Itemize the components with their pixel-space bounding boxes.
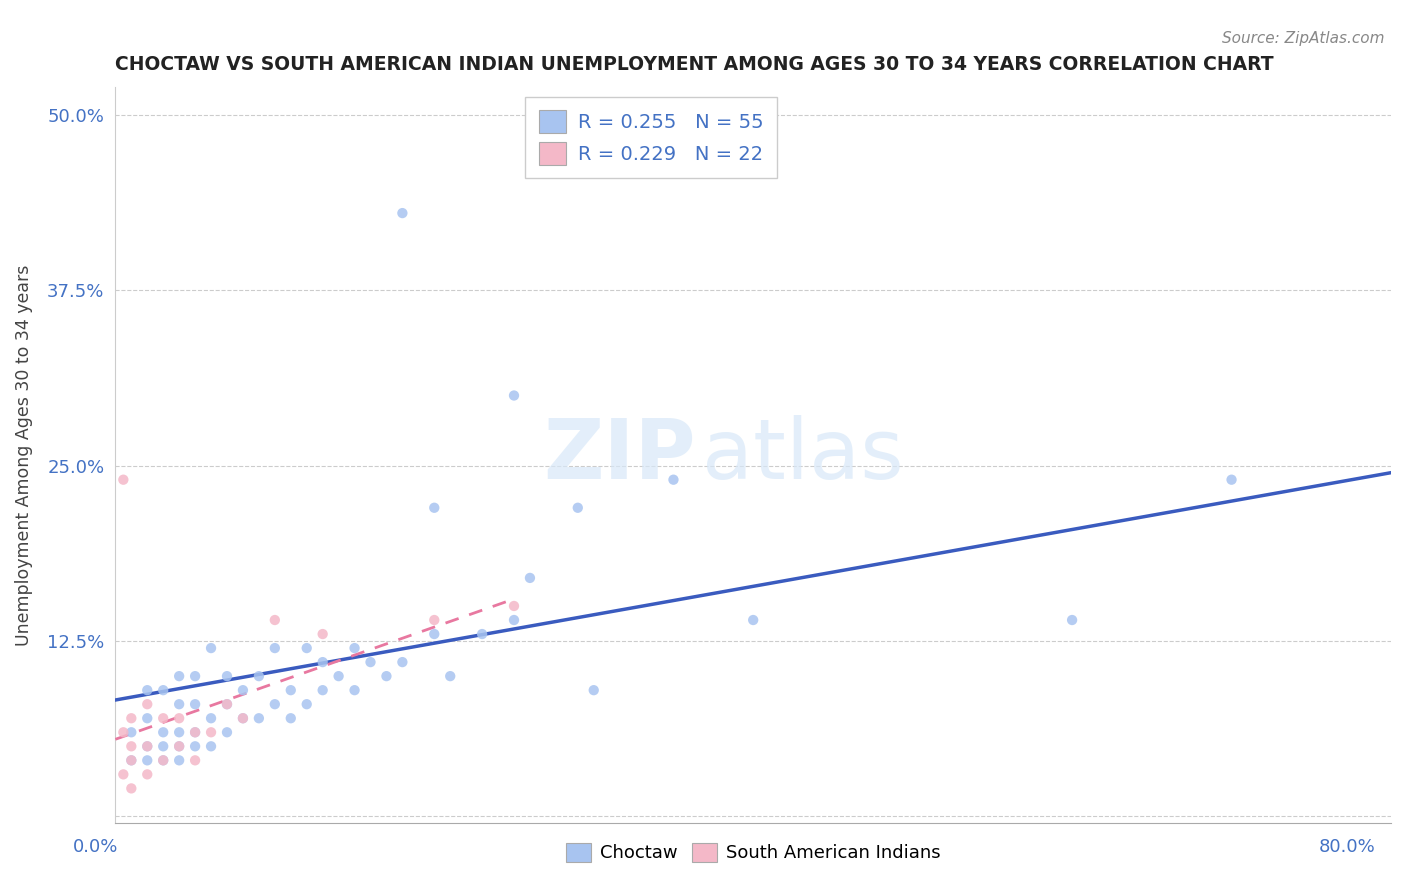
- Point: [200, 725, 222, 739]
- Point: [503, 599, 526, 613]
- Point: [167, 753, 190, 767]
- Point: [232, 683, 254, 698]
- Point: [343, 683, 366, 698]
- Point: [120, 725, 142, 739]
- Point: [423, 613, 446, 627]
- Point: [136, 683, 159, 698]
- Point: [184, 739, 207, 754]
- Point: [423, 500, 446, 515]
- Point: [503, 613, 526, 627]
- Point: [295, 641, 318, 656]
- Point: [120, 739, 142, 754]
- Point: [167, 711, 190, 725]
- Point: [136, 767, 159, 781]
- Point: [152, 683, 174, 698]
- Point: [112, 473, 135, 487]
- Point: [567, 500, 589, 515]
- Point: [1062, 613, 1084, 627]
- Text: CHOCTAW VS SOUTH AMERICAN INDIAN UNEMPLOYMENT AMONG AGES 30 TO 34 YEARS CORRELAT: CHOCTAW VS SOUTH AMERICAN INDIAN UNEMPLO…: [115, 55, 1274, 74]
- Point: [200, 711, 222, 725]
- Point: [136, 711, 159, 725]
- Point: [112, 725, 135, 739]
- Point: [375, 669, 398, 683]
- Point: [423, 627, 446, 641]
- Point: [184, 725, 207, 739]
- Point: [295, 697, 318, 711]
- Point: [280, 711, 302, 725]
- Point: [263, 697, 285, 711]
- Point: [582, 683, 605, 698]
- Point: [232, 711, 254, 725]
- Point: [360, 655, 382, 669]
- Point: [184, 697, 207, 711]
- Point: [200, 641, 222, 656]
- Point: [167, 739, 190, 754]
- Point: [152, 753, 174, 767]
- Point: [311, 683, 333, 698]
- Point: [471, 627, 494, 641]
- Point: [1220, 473, 1243, 487]
- Point: [503, 388, 526, 402]
- Point: [232, 711, 254, 725]
- Point: [120, 753, 142, 767]
- Point: [120, 711, 142, 725]
- Point: [152, 711, 174, 725]
- Point: [152, 725, 174, 739]
- Point: [167, 697, 190, 711]
- Text: Source: ZipAtlas.com: Source: ZipAtlas.com: [1222, 31, 1385, 46]
- Point: [200, 739, 222, 754]
- Text: atlas: atlas: [702, 415, 904, 496]
- Point: [311, 655, 333, 669]
- Point: [120, 781, 142, 796]
- Point: [112, 767, 135, 781]
- Point: [215, 669, 238, 683]
- Point: [280, 683, 302, 698]
- Y-axis label: Unemployment Among Ages 30 to 34 years: Unemployment Among Ages 30 to 34 years: [15, 264, 32, 646]
- Text: 80.0%: 80.0%: [1319, 838, 1375, 855]
- Point: [328, 669, 350, 683]
- Point: [136, 697, 159, 711]
- Point: [184, 669, 207, 683]
- Point: [152, 739, 174, 754]
- Point: [519, 571, 541, 585]
- Text: ZIP: ZIP: [543, 415, 696, 496]
- Point: [136, 739, 159, 754]
- Point: [136, 753, 159, 767]
- Point: [439, 669, 461, 683]
- Point: [311, 627, 333, 641]
- Point: [247, 711, 270, 725]
- Point: [167, 725, 190, 739]
- Point: [391, 206, 413, 220]
- Point: [263, 641, 285, 656]
- Point: [184, 753, 207, 767]
- Point: [391, 655, 413, 669]
- Point: [742, 613, 765, 627]
- Point: [247, 669, 270, 683]
- Legend: R = 0.255   N = 55, R = 0.229   N = 22: R = 0.255 N = 55, R = 0.229 N = 22: [526, 96, 778, 178]
- Point: [184, 725, 207, 739]
- Point: [152, 753, 174, 767]
- Point: [215, 697, 238, 711]
- Point: [120, 753, 142, 767]
- Point: [263, 613, 285, 627]
- Point: [167, 739, 190, 754]
- Point: [215, 725, 238, 739]
- Point: [136, 739, 159, 754]
- Point: [662, 473, 685, 487]
- Point: [215, 697, 238, 711]
- Point: [343, 641, 366, 656]
- Point: [167, 669, 190, 683]
- Text: 0.0%: 0.0%: [73, 838, 118, 855]
